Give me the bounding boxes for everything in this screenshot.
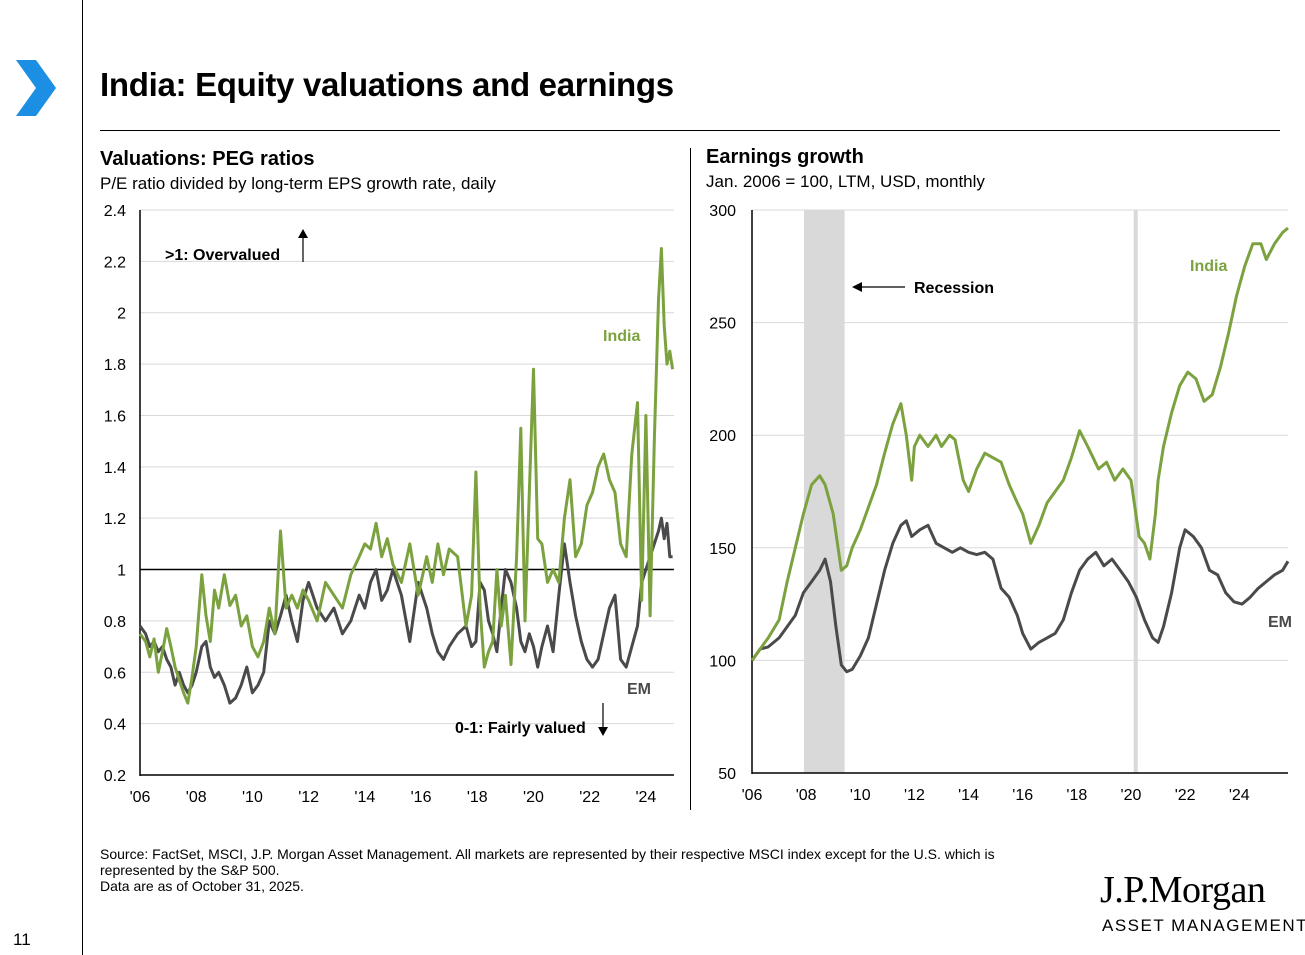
y-tick-label: 1 xyxy=(117,563,126,580)
left-chart-subtitle: P/E ratio divided by long-term EPS growt… xyxy=(100,174,496,193)
chevron-shape xyxy=(16,60,56,116)
footnote-line: Data are as of October 31, 2025. xyxy=(100,878,304,894)
y-tick-label: 200 xyxy=(709,428,736,445)
x-tick-label: '14 xyxy=(958,787,979,804)
y-tick-label: 2.4 xyxy=(104,203,126,220)
left-chart-title: Valuations: PEG ratios xyxy=(100,148,315,170)
right-chart-subtitle: Jan. 2006 = 100, LTM, USD, monthly xyxy=(706,172,985,191)
x-tick-label: '08 xyxy=(186,789,207,806)
x-tick-label: '24 xyxy=(635,789,656,806)
y-tick-label: 2 xyxy=(117,306,126,323)
x-tick-label: '14 xyxy=(354,789,375,806)
right-chart-title: Earnings growth xyxy=(706,146,864,168)
x-tick-label: '16 xyxy=(411,789,432,806)
y-tick-label: 2.2 xyxy=(104,254,126,271)
left-arrow-icon xyxy=(852,282,862,292)
x-tick-label: '18 xyxy=(1066,787,1087,804)
y-tick-label: 50 xyxy=(718,766,736,783)
x-tick-label: '06 xyxy=(742,787,763,804)
source-footnote: Source: FactSet, MSCI, J.P. Morgan Asset… xyxy=(100,846,1060,894)
x-tick-label: '18 xyxy=(467,789,488,806)
left-india-label: India xyxy=(603,328,640,345)
y-tick-label: 150 xyxy=(709,541,736,558)
x-tick-label: '12 xyxy=(298,789,319,806)
x-tick-label: '22 xyxy=(1175,787,1196,804)
y-tick-label: 1.4 xyxy=(104,460,126,477)
y-tick-label: 0.4 xyxy=(104,717,126,734)
y-tick-label: 100 xyxy=(709,653,736,670)
recession-band xyxy=(1133,210,1138,773)
page-title: India: Equity valuations and earnings xyxy=(100,66,674,103)
right-em-label: EM xyxy=(1268,614,1292,631)
em-series-line xyxy=(138,516,673,705)
x-tick-label: '10 xyxy=(850,787,871,804)
x-tick-label: '06 xyxy=(130,789,151,806)
x-tick-label: '20 xyxy=(1121,787,1142,804)
y-tick-label: 0.6 xyxy=(104,665,126,682)
india-series-line xyxy=(750,226,1289,662)
recession-label: Recession xyxy=(914,280,994,297)
fair-value-annotation: 0-1: Fairly valued xyxy=(455,720,586,737)
down-arrow-icon xyxy=(598,727,608,736)
y-tick-label: 0.2 xyxy=(104,768,126,785)
x-tick-label: '10 xyxy=(242,789,263,806)
asset-management-label: ASSET MANAGEMENT xyxy=(1102,916,1305,935)
india-series-line xyxy=(138,247,675,705)
y-tick-label: 1.6 xyxy=(104,408,126,425)
up-arrow-icon xyxy=(298,229,308,238)
x-tick-label: '22 xyxy=(579,789,600,806)
y-tick-label: 250 xyxy=(709,316,736,333)
x-tick-label: '20 xyxy=(523,789,544,806)
y-tick-label: 300 xyxy=(709,203,736,220)
x-tick-label: '08 xyxy=(796,787,817,804)
title-rule xyxy=(100,130,1280,131)
page-number: 11 xyxy=(13,930,31,949)
overvalued-annotation: >1: Overvalued xyxy=(165,247,280,264)
panel-divider xyxy=(690,148,691,810)
jpmorgan-logo: J.P.Morgan xyxy=(1100,869,1266,911)
x-tick-label: '16 xyxy=(1012,787,1033,804)
footnote-line: Source: FactSet, MSCI, J.P. Morgan Asset… xyxy=(100,846,995,862)
x-tick-label: '24 xyxy=(1229,787,1250,804)
footnote-line: represented by the S&P 500. xyxy=(100,862,280,878)
y-tick-label: 1.2 xyxy=(104,511,126,528)
em-series-line xyxy=(750,519,1290,674)
y-tick-label: 0.8 xyxy=(104,614,126,631)
left-em-label: EM xyxy=(627,681,651,698)
right-india-label: India xyxy=(1190,258,1227,275)
y-tick-label: 1.8 xyxy=(104,357,126,374)
left-margin-rule xyxy=(82,0,83,955)
chevron-right-icon xyxy=(14,58,58,123)
x-tick-label: '12 xyxy=(904,787,925,804)
